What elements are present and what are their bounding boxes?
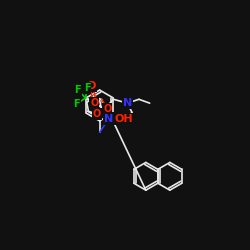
Text: O: O: [90, 98, 98, 108]
Text: O: O: [93, 109, 101, 119]
Text: F: F: [74, 85, 81, 95]
Text: F: F: [84, 83, 90, 93]
Text: O: O: [87, 81, 96, 91]
Text: OH: OH: [114, 114, 133, 124]
Text: O: O: [103, 104, 112, 114]
Text: N: N: [123, 98, 132, 108]
Text: F: F: [73, 99, 80, 109]
Text: N: N: [104, 114, 114, 124]
